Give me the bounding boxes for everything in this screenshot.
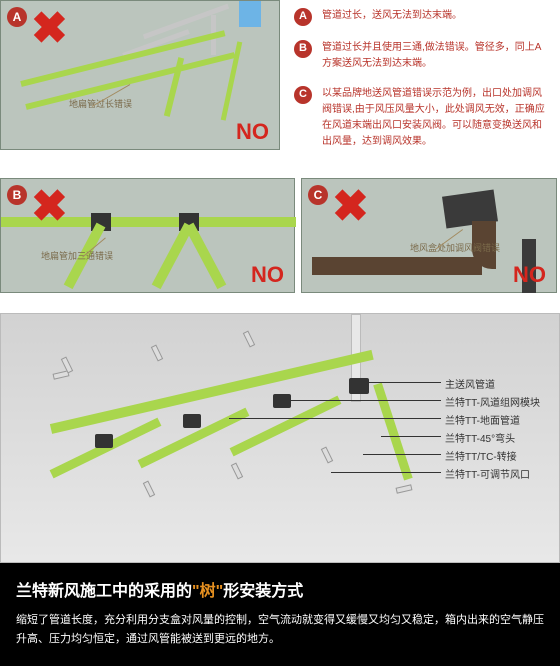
title-pre: 兰特新风施工中的采用的 xyxy=(16,583,192,600)
cross-icon: ✖ xyxy=(332,185,369,229)
no-label-a: NO xyxy=(236,119,269,145)
explain-text: 管道过长，送风无法到达末端。 xyxy=(322,8,550,26)
mini-badge-a: A xyxy=(294,8,312,26)
anno-c: 地风盒处加调风阀错误 xyxy=(410,241,500,254)
anno-b: 地扁管加三通错误 xyxy=(41,249,113,262)
panel-a: A ✖ 地扁管过长错误 NO xyxy=(0,0,280,150)
explain-item: A 管道过长，送风无法到达末端。 xyxy=(294,8,550,26)
explain-item: B 管道过长并且使用三通,做法错误。管径多，同上A方案送风无法到达末端。 xyxy=(294,40,550,72)
panel-b: B ✖ 地扁管加三通错误 NO xyxy=(0,178,295,293)
tree-label: 兰特TT-可调节风口 xyxy=(445,466,530,481)
anno-a: 地扁管过长错误 xyxy=(69,97,132,110)
tree-label: 主送风管道 xyxy=(445,376,495,391)
explain-text: 管道过长并且使用三通,做法错误。管径多，同上A方案送风无法到达末端。 xyxy=(322,40,550,72)
badge-c: C xyxy=(308,185,328,205)
cross-icon: ✖ xyxy=(31,7,68,51)
tree-label: 兰特TT/TC-转接 xyxy=(445,448,517,463)
badge-b: B xyxy=(7,185,27,205)
explain-item: C 以某品牌地送风管道错误示范为例，出口处加调风阀错误,由于风压风量大小，此处调… xyxy=(294,86,550,150)
cross-icon: ✖ xyxy=(31,185,68,229)
title-post: 形安装方式 xyxy=(223,583,303,600)
bottom-text: 兰特新风施工中的采用的"树"形安装方式 缩短了管道长度，充分利用分支盒对风量的控… xyxy=(0,563,560,666)
badge-a: A xyxy=(7,7,27,27)
bottom-title: 兰特新风施工中的采用的"树"形安装方式 xyxy=(16,577,544,601)
title-orange: "树" xyxy=(192,583,223,600)
explain-col: A 管道过长，送风无法到达末端。 B 管道过长并且使用三通,做法错误。管径多，同… xyxy=(280,0,560,172)
bottom-body: 缩短了管道长度，充分利用分支盒对风量的控制，空气流动就变得又缓慢又均匀又稳定，箱… xyxy=(16,611,544,648)
tree-label: 兰特TT-风道组网模块 xyxy=(445,394,540,409)
no-label-c: NO xyxy=(513,262,546,288)
no-label-b: NO xyxy=(251,262,284,288)
panel-c: C ✖ 地风盒处加调风阀错误 NO xyxy=(301,178,557,293)
mini-badge-c: C xyxy=(294,86,312,104)
tree-label: 兰特TT-地面管道 xyxy=(445,412,520,427)
mini-badge-b: B xyxy=(294,40,312,58)
tree-diagram: 主送风管道 兰特TT-风道组网模块 兰特TT-地面管道 兰特TT-45°弯头 兰… xyxy=(0,313,560,563)
explain-text: 以某品牌地送风管道错误示范为例，出口处加调风阀错误,由于风压风量大小，此处调风无… xyxy=(322,86,550,150)
tree-label: 兰特TT-45°弯头 xyxy=(445,430,515,445)
